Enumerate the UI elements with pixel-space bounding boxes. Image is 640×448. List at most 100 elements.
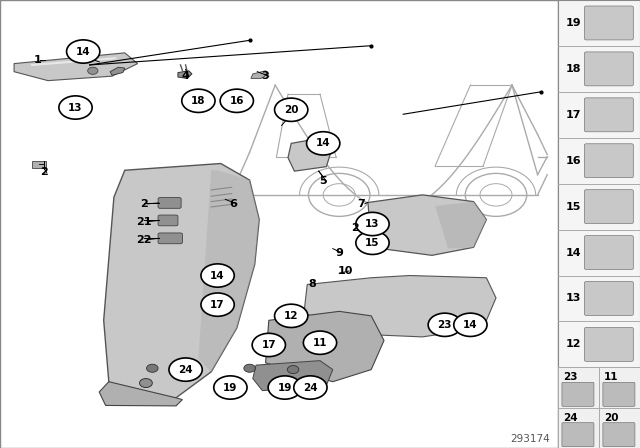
Polygon shape xyxy=(198,170,259,372)
Text: 14: 14 xyxy=(566,248,581,258)
Circle shape xyxy=(268,376,301,399)
Text: 14: 14 xyxy=(76,47,90,56)
Circle shape xyxy=(201,293,234,316)
Text: 13: 13 xyxy=(365,219,380,229)
FancyBboxPatch shape xyxy=(584,144,634,178)
Polygon shape xyxy=(99,382,182,406)
Circle shape xyxy=(88,67,98,74)
Text: 9: 9 xyxy=(335,248,343,258)
Circle shape xyxy=(252,333,285,357)
FancyBboxPatch shape xyxy=(584,52,634,86)
Text: 23: 23 xyxy=(438,320,452,330)
FancyBboxPatch shape xyxy=(603,423,635,447)
Text: 14: 14 xyxy=(316,138,330,148)
Text: 6: 6 xyxy=(230,199,237,209)
Circle shape xyxy=(169,358,202,381)
Text: 18: 18 xyxy=(191,96,205,106)
Text: 14: 14 xyxy=(211,271,225,280)
Circle shape xyxy=(67,40,100,63)
FancyBboxPatch shape xyxy=(584,327,634,362)
FancyBboxPatch shape xyxy=(562,423,594,447)
Text: 5: 5 xyxy=(319,177,327,186)
Text: 11: 11 xyxy=(604,372,619,383)
Text: 12: 12 xyxy=(566,340,581,349)
Text: 17: 17 xyxy=(262,340,276,350)
Circle shape xyxy=(428,313,461,336)
Bar xyxy=(599,408,640,448)
Text: 19: 19 xyxy=(223,383,237,392)
Circle shape xyxy=(287,366,299,374)
Text: 13: 13 xyxy=(566,293,581,303)
Text: 1: 1 xyxy=(33,56,41,65)
Circle shape xyxy=(59,96,92,119)
Text: 15: 15 xyxy=(365,238,380,248)
Circle shape xyxy=(201,264,234,287)
Text: 12: 12 xyxy=(284,311,298,321)
Polygon shape xyxy=(435,202,486,249)
FancyBboxPatch shape xyxy=(584,190,634,224)
Circle shape xyxy=(275,304,308,327)
Bar xyxy=(558,0,640,448)
Text: 20: 20 xyxy=(604,413,619,423)
Circle shape xyxy=(214,376,247,399)
Text: 8: 8 xyxy=(308,280,316,289)
Text: 10: 10 xyxy=(338,266,353,276)
Bar xyxy=(558,408,599,448)
Polygon shape xyxy=(14,53,138,81)
FancyBboxPatch shape xyxy=(562,382,594,406)
Polygon shape xyxy=(178,71,192,78)
Circle shape xyxy=(454,313,487,336)
FancyBboxPatch shape xyxy=(584,98,634,132)
Text: 11: 11 xyxy=(313,338,327,348)
Polygon shape xyxy=(253,361,333,391)
FancyBboxPatch shape xyxy=(584,6,634,40)
Text: 7: 7 xyxy=(358,199,365,209)
FancyBboxPatch shape xyxy=(603,382,635,406)
Circle shape xyxy=(275,98,308,121)
Text: 20: 20 xyxy=(284,105,298,115)
Text: 17: 17 xyxy=(211,300,225,310)
Circle shape xyxy=(303,331,337,354)
Circle shape xyxy=(356,212,389,236)
Polygon shape xyxy=(288,137,333,171)
Text: 293174: 293174 xyxy=(511,434,550,444)
Text: 17: 17 xyxy=(566,110,581,120)
Polygon shape xyxy=(266,311,384,382)
Circle shape xyxy=(147,364,158,372)
Text: 2: 2 xyxy=(140,199,148,209)
FancyBboxPatch shape xyxy=(584,281,634,315)
Text: 19: 19 xyxy=(566,18,581,28)
Text: 18: 18 xyxy=(566,64,581,74)
Text: 13: 13 xyxy=(68,103,83,112)
Text: 24: 24 xyxy=(179,365,193,375)
FancyBboxPatch shape xyxy=(584,236,634,270)
Circle shape xyxy=(356,231,389,254)
Text: 24: 24 xyxy=(303,383,317,392)
FancyBboxPatch shape xyxy=(158,233,182,244)
Text: 19: 19 xyxy=(278,383,292,392)
Bar xyxy=(32,161,46,168)
Polygon shape xyxy=(104,164,259,399)
Circle shape xyxy=(294,376,327,399)
Text: 23: 23 xyxy=(563,372,578,383)
Text: 21: 21 xyxy=(136,217,152,227)
Polygon shape xyxy=(110,67,125,75)
Circle shape xyxy=(182,89,215,112)
Circle shape xyxy=(307,132,340,155)
FancyBboxPatch shape xyxy=(158,198,181,208)
Text: 15: 15 xyxy=(566,202,581,211)
Polygon shape xyxy=(251,71,269,78)
Bar xyxy=(599,367,640,408)
Text: 3: 3 xyxy=(262,71,269,81)
Circle shape xyxy=(244,364,255,372)
Bar xyxy=(0,0,558,448)
Text: 4: 4 xyxy=(182,71,189,81)
Polygon shape xyxy=(304,276,496,337)
Polygon shape xyxy=(368,195,486,255)
Text: 22: 22 xyxy=(136,235,152,245)
Text: 16: 16 xyxy=(566,156,581,166)
FancyBboxPatch shape xyxy=(158,215,178,226)
Text: 16: 16 xyxy=(230,96,244,106)
Text: 24: 24 xyxy=(563,413,578,423)
Circle shape xyxy=(220,89,253,112)
